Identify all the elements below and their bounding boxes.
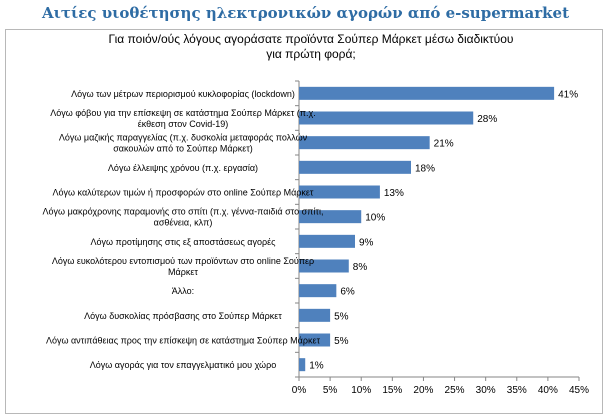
category-label-line: Λόγω φόβου για την επίσκεψη σε κατάστημα…	[50, 108, 315, 118]
bar	[299, 136, 430, 150]
data-label: 5%	[334, 336, 349, 347]
bar	[299, 160, 411, 174]
bar	[299, 185, 380, 199]
x-tick-label: 5%	[323, 385, 338, 396]
data-label: 5%	[334, 311, 349, 322]
category-label-line: έκθεση στον Covid-19)	[138, 119, 228, 129]
page-heading: Αιτίες υιοθέτησης ηλεκτρονικών αγορών απ…	[41, 4, 569, 22]
data-label: 1%	[309, 361, 324, 372]
category-label-line: Λόγω μαζικής παραγγελίας (π.χ. δυσκολία …	[59, 133, 308, 143]
data-label: 8%	[353, 262, 368, 273]
category-label-line: Λόγω αντιπάθειας προς την επίσκεψη σε κα…	[46, 336, 321, 346]
category-label-line: Λόγω μακρόχρονης παραμονής στο σπίτι (π.…	[43, 207, 324, 217]
data-label: 13%	[384, 188, 404, 199]
category-label-line: Λόγω δυσκολίας πρόσβασης στο Σούπερ Μάρκ…	[84, 311, 282, 321]
category-label: Λόγω μακρόχρονης παραμονής στο σπίτι (π.…	[43, 207, 324, 228]
x-tick-label: 35%	[507, 385, 527, 396]
x-tick-label: 30%	[476, 385, 496, 396]
category-label-line: Άλλο:	[172, 286, 194, 296]
bar	[299, 308, 331, 322]
bar	[299, 358, 306, 372]
bar	[299, 111, 474, 125]
category-label: Λόγω καλύτερων τιμών ή προσφορών στο onl…	[53, 188, 314, 198]
data-label: 9%	[359, 237, 374, 248]
data-label: 21%	[434, 139, 454, 150]
category-label: Λόγω των μέτρων περιορισμού κυκλοφορίας …	[71, 89, 295, 99]
data-label: 28%	[477, 114, 497, 125]
category-label-line: Μάρκετ	[168, 267, 198, 277]
x-tick-label: 20%	[413, 385, 433, 396]
category-label: Λόγω αγοράς για τον επαγγελματικό μου χώ…	[90, 360, 276, 370]
category-label: Λόγω έλλειψης χρόνου (π.χ. εργασία)	[108, 163, 258, 173]
x-tick-label: 15%	[382, 385, 402, 396]
chart-title: Για ποιόν/ούς λόγους αγοράσατε προϊόντα …	[108, 32, 514, 61]
category-label: Άλλο:	[172, 286, 194, 296]
category-label: Λόγω προτίμησης στις εξ αποστάσεως αγορέ…	[91, 237, 277, 247]
category-label-line: ασθένεια, κλπ)	[154, 218, 213, 228]
bar	[299, 210, 362, 224]
bar	[299, 86, 555, 100]
x-tick-label: 0%	[292, 385, 307, 396]
bar	[299, 234, 355, 248]
category-label-line: Λόγω προτίμησης στις εξ αποστάσεως αγορέ…	[91, 237, 277, 247]
category-label-line: Λόγω των μέτρων περιορισμού κυκλοφορίας …	[71, 89, 295, 99]
x-tick-label: 10%	[351, 385, 371, 396]
category-label-line: Λόγω ευκολότερου εντοπισμού των προϊόντω…	[52, 256, 314, 266]
category-label-line: Λόγω έλλειψης χρόνου (π.χ. εργασία)	[108, 163, 258, 173]
bar	[299, 333, 331, 347]
category-label-line: Λόγω καλύτερων τιμών ή προσφορών στο onl…	[53, 188, 314, 198]
category-label-line: Λόγω αγοράς για τον επαγγελματικό μου χώ…	[90, 360, 276, 370]
bar	[299, 284, 337, 298]
x-tick-label: 45%	[569, 385, 589, 396]
bar	[299, 259, 349, 273]
data-label: 41%	[558, 89, 578, 100]
category-label: Λόγω δυσκολίας πρόσβασης στο Σούπερ Μάρκ…	[84, 311, 282, 321]
data-label: 10%	[365, 213, 385, 224]
category-label: Λόγω φόβου για την επίσκεψη σε κατάστημα…	[50, 108, 315, 129]
category-label: Λόγω μαζικής παραγγελίας (π.χ. δυσκολία …	[59, 133, 308, 154]
category-label: Λόγω ευκολότερου εντοπισμού των προϊόντω…	[52, 256, 314, 277]
data-label: 18%	[415, 163, 435, 174]
category-label: Λόγω αντιπάθειας προς την επίσκεψη σε κα…	[46, 336, 321, 346]
data-label: 6%	[340, 287, 355, 298]
x-tick-label: 40%	[538, 385, 558, 396]
category-label-line: σακουλών από το Σούπερ Μάρκετ)	[113, 144, 253, 154]
x-tick-label: 25%	[445, 385, 465, 396]
